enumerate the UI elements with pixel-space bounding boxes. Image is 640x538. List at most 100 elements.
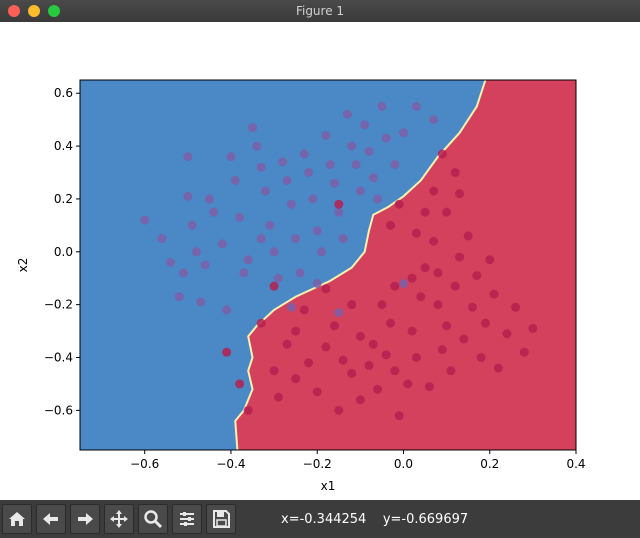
y-tick-label: 0.4 [54, 139, 73, 153]
data-point-class-0 [183, 152, 193, 162]
data-point-class-0 [230, 175, 240, 185]
data-point-class-0 [291, 234, 301, 244]
data-point-class-1 [269, 366, 279, 376]
data-point-class-1 [390, 281, 400, 291]
data-point-class-0 [256, 162, 266, 172]
data-point-class-1 [347, 300, 357, 310]
data-point-class-0 [360, 120, 370, 130]
data-point-class-1 [364, 360, 374, 370]
data-point-class-1 [291, 374, 301, 384]
data-point-class-0 [347, 141, 357, 151]
data-point-class-0 [317, 247, 327, 257]
y-tick-label: −0.2 [44, 298, 73, 312]
configure-subplots-button[interactable] [172, 504, 202, 534]
data-point-class-1 [222, 347, 232, 357]
data-point-class-0 [209, 207, 219, 217]
data-point-class-1 [355, 395, 365, 405]
data-point-class-0 [191, 247, 201, 257]
data-point-class-0 [200, 260, 210, 270]
data-point-class-0 [140, 215, 150, 225]
figure-canvas[interactable]: −0.6 −0.4 −0.2 0.0 0.2 0.4 −0.6 −0.4 −0.2 0.0 0.2 0… [0, 22, 640, 500]
cursor-coordinates: x=-0.344254 y=-0.669697 [281, 512, 469, 527]
data-point-class-1 [235, 379, 245, 389]
data-point-class-0 [286, 302, 296, 312]
data-point-class-0 [187, 220, 197, 230]
data-point-class-1 [472, 271, 482, 281]
data-point-class-0 [308, 194, 318, 204]
x-tick-label: −0.6 [130, 457, 159, 471]
zoom-button[interactable] [138, 504, 168, 534]
y-tick-label: −0.6 [44, 403, 73, 417]
data-point-class-1 [485, 255, 495, 265]
decision-boundary [234, 79, 487, 451]
forward-button[interactable] [70, 504, 100, 534]
data-point-class-1 [429, 186, 439, 196]
data-point-class-1 [467, 302, 477, 312]
data-point-class-0 [256, 234, 266, 244]
back-button[interactable] [36, 504, 66, 534]
data-point-class-1 [338, 355, 348, 365]
data-point-class-1 [511, 302, 521, 312]
data-point-class-0 [429, 115, 439, 125]
data-point-class-0 [278, 157, 288, 167]
data-point-class-1 [377, 300, 387, 310]
data-point-class-1 [442, 207, 452, 217]
window-titlebar: Figure 1 [0, 0, 640, 23]
close-window-button[interactable] [8, 5, 20, 17]
data-point-class-1 [403, 379, 413, 389]
data-point-class-0 [239, 268, 249, 278]
data-point-class-0 [282, 175, 292, 185]
x-tick-label: −0.4 [216, 457, 245, 471]
data-point-class-0 [377, 101, 387, 111]
data-point-class-1 [312, 387, 322, 397]
data-point-class-1 [424, 382, 434, 392]
data-point-class-1 [476, 353, 486, 362]
pan-button[interactable] [104, 504, 134, 534]
data-point-class-1 [416, 292, 426, 302]
data-point-class-1 [407, 326, 417, 336]
data-point-class-0 [183, 191, 193, 201]
save-button[interactable] [206, 504, 236, 534]
data-point-class-0 [265, 220, 275, 230]
data-point-class-1 [334, 199, 344, 209]
zoom-window-button[interactable] [48, 5, 60, 17]
data-point-class-0 [398, 128, 408, 138]
home-button[interactable] [2, 504, 32, 534]
minimize-window-button[interactable] [28, 5, 40, 17]
x-tick-label: 0.0 [394, 457, 413, 471]
data-point-class-1 [273, 392, 283, 402]
data-point-class-1 [329, 321, 339, 331]
data-point-class-1 [256, 318, 266, 328]
data-point-class-1 [459, 334, 469, 344]
data-point-class-0 [304, 168, 314, 177]
data-point-class-1 [368, 339, 378, 349]
data-point-class-0 [286, 199, 296, 209]
data-point-class-1 [394, 411, 404, 421]
data-point-class-1 [407, 273, 417, 283]
data-point-class-1 [480, 318, 490, 328]
data-point-class-1 [420, 207, 430, 217]
pan-move-icon [110, 510, 128, 528]
home-icon [9, 512, 25, 526]
window-title: Figure 1 [295, 4, 345, 18]
data-point-class-0 [312, 226, 322, 236]
scatter-plot[interactable]: −0.6 −0.4 −0.2 0.0 0.2 0.4 −0.6 −0.4 −0.2 0.0 0.2 0… [0, 22, 640, 500]
zoom-magnifier-icon [144, 510, 163, 529]
y-tick-label: −0.4 [44, 351, 73, 365]
data-point-class-0 [196, 297, 206, 307]
data-point-class-0 [355, 186, 365, 196]
data-point-class-1 [519, 347, 529, 357]
data-point-class-0 [334, 207, 344, 217]
y-axis-label: x2 [16, 258, 30, 273]
y-tick-label: 0.6 [54, 86, 73, 100]
data-point-class-1 [291, 326, 301, 336]
data-point-class-0 [342, 109, 352, 119]
data-point-class-1 [282, 339, 292, 349]
data-point-class-0 [364, 146, 374, 156]
data-point-class-0 [373, 194, 383, 204]
data-point-class-0 [334, 308, 344, 318]
data-point-class-0 [368, 173, 378, 183]
data-point-class-0 [243, 255, 253, 265]
navigation-toolbar: x=-0.344254 y=-0.669697 [0, 500, 640, 538]
y-tick-label: 0.2 [54, 192, 73, 206]
